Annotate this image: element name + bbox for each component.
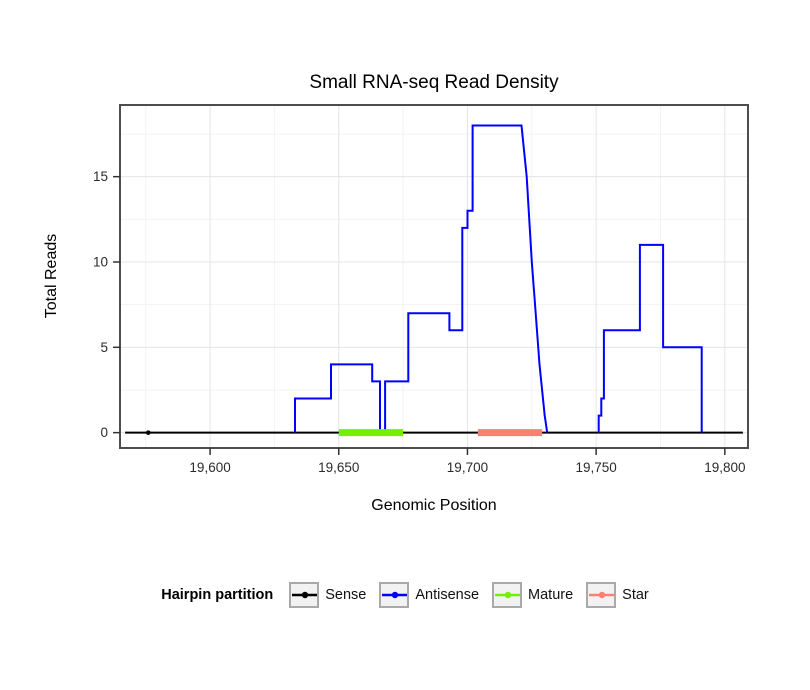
x-tick-label: 19,600 bbox=[189, 460, 230, 475]
y-tick-label: 5 bbox=[100, 340, 108, 355]
x-axis-label: Genomic Position bbox=[371, 497, 497, 514]
legend-key-mature bbox=[492, 582, 523, 608]
x-tick-label: 19,650 bbox=[318, 460, 359, 475]
legend-item-mature: Mature bbox=[492, 582, 573, 608]
y-axis-label: Total Reads bbox=[43, 233, 60, 319]
legend-glyph-antisense bbox=[382, 591, 408, 599]
legend-label-antisense: Antisense bbox=[415, 587, 480, 603]
y-tick-label: 15 bbox=[93, 169, 108, 184]
legend-glyph-star bbox=[589, 591, 615, 599]
legend-title: Hairpin partition bbox=[161, 587, 274, 603]
series-antisense-line bbox=[294, 124, 549, 434]
chart-title: Small RNA-seq Read Density bbox=[309, 72, 559, 93]
legend-glyph-sense bbox=[292, 591, 318, 599]
legend-label-sense: Sense bbox=[325, 587, 367, 603]
legend-item-star: Star bbox=[586, 582, 649, 608]
legend-item-sense: Sense bbox=[289, 582, 366, 608]
legend: Hairpin partition Sense Antisense Mature St… bbox=[0, 582, 810, 608]
panel-border bbox=[119, 104, 749, 449]
legend-glyph-mature bbox=[495, 591, 521, 599]
series-antisense-line bbox=[597, 243, 703, 433]
x-tick-label: 19,750 bbox=[575, 460, 616, 475]
y-tick-label: 10 bbox=[93, 254, 108, 269]
axis-ticks: 19,600 19,650 19,700 19,750 19,800 0 5 10 15 bbox=[93, 169, 746, 475]
x-tick-label: 19,700 bbox=[447, 460, 488, 475]
legend-key-antisense bbox=[379, 582, 410, 608]
legend-key-star bbox=[586, 582, 617, 608]
y-tick-label: 0 bbox=[100, 425, 108, 440]
plot-panel bbox=[120, 105, 748, 448]
legend-label-star: Star bbox=[622, 587, 649, 603]
legend-item-antisense: Antisense bbox=[379, 582, 479, 608]
legend-label-mature: Mature bbox=[528, 587, 574, 603]
x-tick-label: 19,800 bbox=[704, 460, 745, 475]
legend-items: Sense Antisense Mature Star bbox=[289, 582, 649, 608]
legend-key-sense bbox=[289, 582, 320, 608]
series-sense-point bbox=[146, 430, 151, 435]
